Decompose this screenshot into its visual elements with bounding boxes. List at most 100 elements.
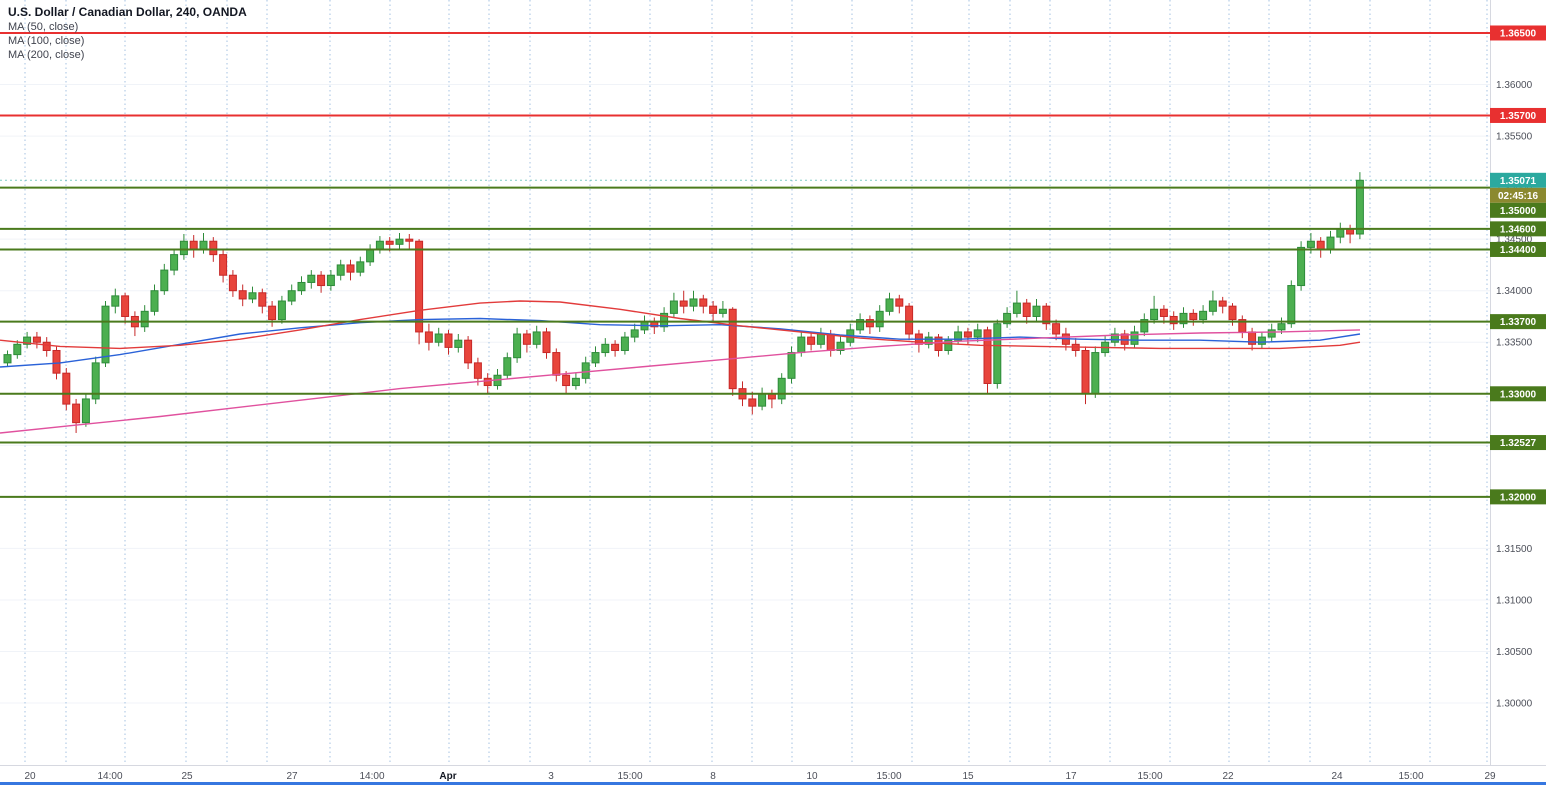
candle[interactable]	[1140, 313, 1149, 337]
candle[interactable]	[424, 323, 433, 351]
symbol-title[interactable]: U.S. Dollar / Canadian Dollar, 240, OAND…	[8, 5, 247, 19]
candle[interactable]	[72, 398, 81, 433]
candle[interactable]	[513, 327, 522, 363]
candle[interactable]	[787, 346, 796, 384]
candle[interactable]	[503, 352, 512, 380]
candle[interactable]	[895, 294, 904, 314]
candle[interactable]	[571, 373, 580, 390]
candle[interactable]	[1267, 323, 1276, 343]
candle[interactable]	[160, 263, 169, 295]
candle[interactable]	[1179, 307, 1188, 328]
candle[interactable]	[660, 307, 669, 332]
candle[interactable]	[1189, 309, 1198, 326]
candle[interactable]	[522, 329, 531, 353]
candle[interactable]	[1110, 327, 1119, 347]
candle[interactable]	[611, 340, 620, 357]
ma-line[interactable]	[0, 300, 1361, 350]
candle[interactable]	[532, 325, 541, 349]
candle[interactable]	[150, 284, 159, 316]
candle[interactable]	[307, 270, 316, 289]
candle[interactable]	[1130, 325, 1139, 349]
indicator-ma-50[interactable]: MA (50, close)	[8, 21, 79, 33]
candle[interactable]	[807, 331, 816, 351]
candle[interactable]	[1159, 305, 1168, 324]
candle[interactable]	[699, 294, 708, 314]
candle[interactable]	[297, 276, 306, 295]
candle[interactable]	[464, 336, 473, 370]
candle[interactable]	[111, 288, 120, 314]
candle[interactable]	[415, 239, 424, 345]
candle[interactable]	[1032, 298, 1041, 322]
candle[interactable]	[1208, 290, 1217, 316]
candle[interactable]	[346, 259, 355, 281]
candle[interactable]	[434, 327, 443, 347]
candle[interactable]	[238, 284, 247, 307]
candle[interactable]	[591, 346, 600, 367]
candle[interactable]	[679, 290, 688, 314]
candle[interactable]	[62, 368, 71, 411]
candle[interactable]	[983, 326, 992, 394]
candle[interactable]	[630, 323, 639, 343]
candle[interactable]	[336, 259, 345, 281]
candle[interactable]	[601, 338, 610, 357]
candle[interactable]	[620, 331, 629, 355]
candle[interactable]	[1003, 307, 1012, 328]
candle[interactable]	[1169, 311, 1178, 330]
candle[interactable]	[1150, 295, 1159, 324]
indicator-ma-200[interactable]: MA (200, close)	[8, 49, 85, 61]
candle[interactable]	[1287, 280, 1296, 328]
candle[interactable]	[689, 290, 698, 312]
candle[interactable]	[179, 234, 188, 260]
candle[interactable]	[718, 301, 727, 318]
candle[interactable]	[454, 333, 463, 353]
candle[interactable]	[228, 270, 237, 297]
candle[interactable]	[121, 292, 130, 324]
candle[interactable]	[777, 373, 786, 405]
candle[interactable]	[483, 373, 492, 394]
candle[interactable]	[326, 270, 335, 291]
ma-line[interactable]	[0, 317, 1361, 368]
candle[interactable]	[865, 315, 874, 334]
candle[interactable]	[542, 327, 551, 359]
candle[interactable]	[23, 331, 32, 349]
candle[interactable]	[356, 256, 365, 277]
candle[interactable]	[875, 305, 884, 332]
candle[interactable]	[81, 393, 90, 427]
candle[interactable]	[1091, 346, 1100, 398]
candle[interactable]	[32, 331, 41, 349]
candle[interactable]	[836, 336, 845, 355]
candle[interactable]	[170, 249, 179, 276]
candle[interactable]	[219, 249, 228, 283]
candle[interactable]	[748, 391, 757, 415]
indicator-ma-100[interactable]: MA (100, close)	[8, 35, 85, 47]
candle[interactable]	[1042, 303, 1051, 330]
candle[interactable]	[13, 340, 22, 359]
candle[interactable]	[258, 288, 267, 314]
candle[interactable]	[444, 329, 453, 355]
candle[interactable]	[1052, 319, 1061, 341]
candle[interactable]	[395, 232, 404, 250]
candle[interactable]	[728, 307, 737, 396]
candle[interactable]	[924, 331, 933, 349]
candle[interactable]	[581, 356, 590, 384]
candle[interactable]	[1012, 290, 1021, 318]
candle[interactable]	[856, 313, 865, 334]
candle[interactable]	[277, 295, 286, 324]
candle[interactable]	[709, 301, 718, 322]
candle[interactable]	[42, 337, 51, 357]
candle[interactable]	[1257, 331, 1266, 349]
candle[interactable]	[562, 371, 571, 394]
candle[interactable]	[993, 319, 1002, 389]
candle[interactable]	[140, 305, 149, 332]
candle[interactable]	[287, 284, 296, 306]
candle[interactable]	[91, 356, 100, 405]
candle[interactable]	[669, 292, 678, 318]
candle[interactable]	[885, 292, 894, 316]
candle[interactable]	[1218, 296, 1227, 314]
ma-line[interactable]	[0, 329, 1361, 434]
candle[interactable]	[1199, 305, 1208, 324]
candle[interactable]	[3, 350, 12, 367]
candle[interactable]	[248, 286, 257, 304]
candle[interactable]	[1022, 298, 1031, 324]
